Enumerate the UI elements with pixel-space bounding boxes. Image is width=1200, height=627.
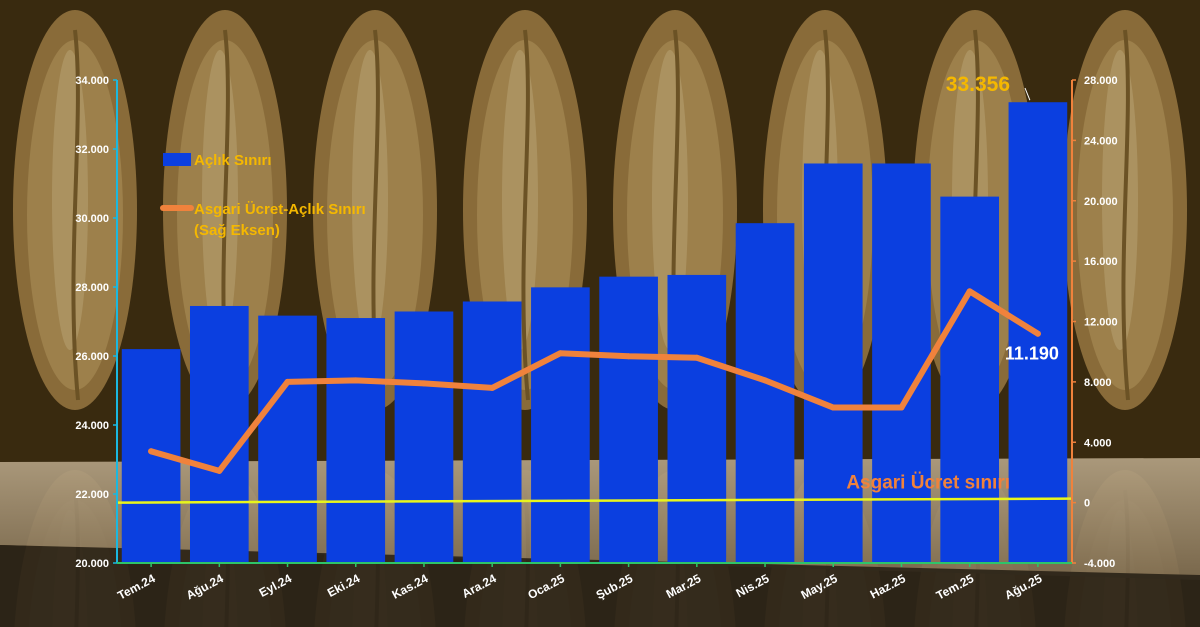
right-axis-tick-label: 20.000 (1084, 196, 1118, 208)
left-axis-tick-label: 34.000 (75, 75, 109, 87)
line-point (830, 404, 837, 411)
left-axis-tick-label: 22.000 (75, 489, 109, 501)
chart-legend: Açlık Sınırı Asgari Ücret-Açlık Sınırı (… (160, 152, 366, 239)
reference-line (116, 497, 1073, 504)
left-axis-tick-label: 24.000 (75, 420, 109, 432)
reference-line-label: Asgari Ücret sınırı (846, 473, 1010, 494)
right-axis-tick-label: 4.000 (1084, 437, 1112, 449)
line-point (284, 378, 291, 385)
bar-value-label: 33.356 (946, 73, 1010, 96)
left-axis-tick-label: 26.000 (75, 351, 109, 363)
bar (872, 163, 931, 564)
line-point (489, 384, 496, 391)
left-axis-tick-label: 30.000 (75, 213, 109, 225)
legend-line-label: Asgari Ücret-Açlık Sınırı (194, 201, 366, 218)
legend-bar-swatch (163, 153, 191, 166)
left-axis-tick-label: 32.000 (75, 144, 109, 156)
bar (394, 311, 454, 563)
right-axis-tick-label: 8.000 (1084, 377, 1112, 389)
line-series (148, 288, 1041, 474)
line-point (898, 404, 905, 411)
legend-line-label-axis-note: (Sağ Eksen) (194, 222, 280, 239)
left-axis-tick-label: 20.000 (75, 558, 109, 570)
line-value-label: 11.190 (1005, 344, 1059, 364)
bar (258, 315, 317, 563)
bar (667, 274, 727, 563)
right-axis-tick-label: 24.000 (1084, 135, 1118, 147)
line-point (148, 448, 155, 455)
bar (803, 163, 863, 564)
bar (326, 318, 386, 563)
line-point (557, 350, 564, 357)
right-axis-tick-label: 0 (1084, 498, 1090, 510)
legend-bar-label: Açlık Sınırı (194, 152, 272, 169)
line-point (420, 380, 427, 387)
line-point (693, 354, 700, 361)
bar-annotation-leader (1024, 87, 1031, 101)
bar (940, 196, 1000, 564)
line-point (1034, 330, 1041, 337)
left-axis-tick-label: 28.000 (75, 282, 109, 294)
right-axis-tick-label: 16.000 (1084, 256, 1118, 268)
bar (599, 276, 658, 563)
line-point (762, 377, 769, 384)
line-point (352, 377, 359, 384)
right-axis-tick-label: 12.000 (1084, 317, 1118, 329)
line-point (625, 353, 632, 360)
line-point (966, 288, 973, 295)
right-axis-tick-label: -4.000 (1084, 558, 1115, 570)
bar (531, 287, 590, 563)
bar (462, 301, 522, 563)
bar (735, 223, 795, 564)
bar (189, 305, 249, 563)
right-axis-tick-label: 28.000 (1084, 75, 1118, 87)
line-point (216, 467, 223, 474)
